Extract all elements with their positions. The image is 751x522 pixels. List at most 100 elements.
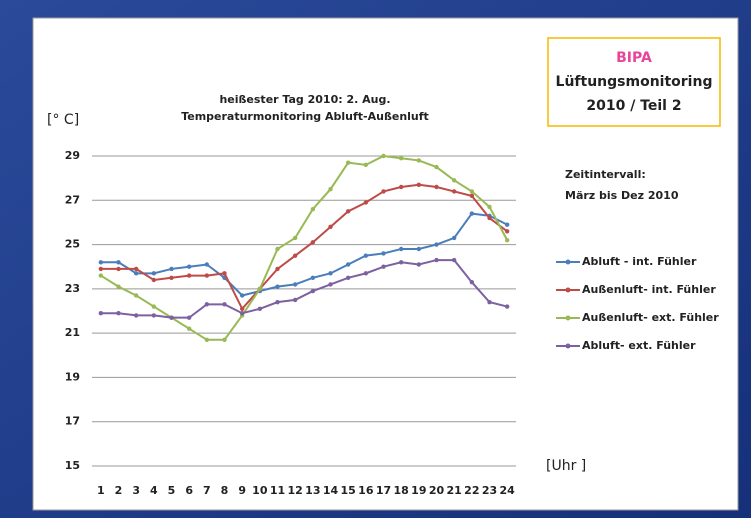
point [151,277,157,283]
point [504,237,510,243]
point [328,271,333,276]
point [169,275,174,280]
point [363,200,369,205]
point [222,302,227,307]
y-tick-label: 17 [65,415,80,428]
point [275,284,280,289]
point [116,311,121,316]
x-tick-label: 11 [270,484,285,497]
point [363,271,369,276]
point [257,286,263,292]
point [310,240,316,245]
y-tick-label: 27 [65,193,80,206]
series-line [100,212,508,297]
point [310,275,316,280]
point [451,189,457,194]
point [451,235,457,241]
point [275,266,280,272]
series-line [100,259,508,319]
x-tick-label: 17 [376,484,391,497]
info-line: Lüftungsmonitoring [556,74,713,90]
point [398,184,404,190]
y-axis-label: [° C] [47,112,79,128]
annotation: Zeitintervall: [565,168,646,181]
point [204,273,210,278]
point [151,313,157,318]
series-line [100,183,508,311]
y-tick-label: 29 [65,149,80,162]
point [504,229,510,234]
legend-label: Abluft- ext. Fühler [582,339,696,352]
x-tick-label: 22 [464,484,479,497]
point [275,299,280,305]
legend-label: Außenluft- ext. Fühler [582,311,719,324]
point [487,299,492,305]
point [381,264,386,269]
point [434,242,439,247]
point [434,184,439,190]
x-axis-label: [Uhr ] [546,458,586,474]
point [381,251,386,256]
point [98,273,104,278]
point [451,178,457,183]
x-tick-label: 9 [238,484,246,497]
point [204,302,210,307]
point [98,311,104,316]
point [98,266,104,272]
point [186,326,192,331]
point [186,273,192,278]
point [381,189,386,194]
x-tick-label: 4 [150,484,158,497]
x-tick-label: 12 [288,484,303,497]
annotation: März bis Dez 2010 [565,189,679,202]
y-tick-label: 21 [65,326,80,339]
point [186,315,192,320]
point [469,280,475,285]
point [381,153,386,159]
point [345,275,351,280]
point [133,313,139,318]
point [169,266,174,272]
point [310,206,316,212]
point [151,304,157,309]
x-tick-label: 18 [394,484,409,497]
point [204,337,210,342]
point [133,293,139,298]
point [416,262,422,267]
legend-marker [565,259,571,265]
y-tick-label: 23 [65,282,80,295]
point [469,189,475,194]
x-tick-label: 14 [323,484,339,497]
point [434,257,439,263]
point [151,271,157,276]
point [328,224,333,230]
point [328,187,333,192]
info-line: 2010 / Teil 2 [586,98,681,114]
x-tick-label: 24 [500,484,516,497]
point [222,271,227,276]
point [275,246,280,252]
point [116,266,121,272]
point [398,246,404,252]
point [239,306,245,311]
x-tick-label: 2 [115,484,123,497]
legend-marker [565,343,571,349]
point [398,260,404,265]
x-tick-label: 10 [252,484,268,497]
point [292,297,298,303]
point [116,260,121,265]
point [487,215,492,221]
point [239,293,245,298]
x-tick-label: 19 [411,484,426,497]
point [504,222,510,227]
point [292,235,298,241]
x-tick-label: 6 [185,484,193,497]
point [133,266,139,272]
x-tick-label: 1 [97,484,105,497]
point [469,211,475,216]
point [257,306,263,311]
x-tick-label: 15 [341,484,356,497]
point [487,204,492,210]
x-tick-label: 21 [447,484,462,497]
